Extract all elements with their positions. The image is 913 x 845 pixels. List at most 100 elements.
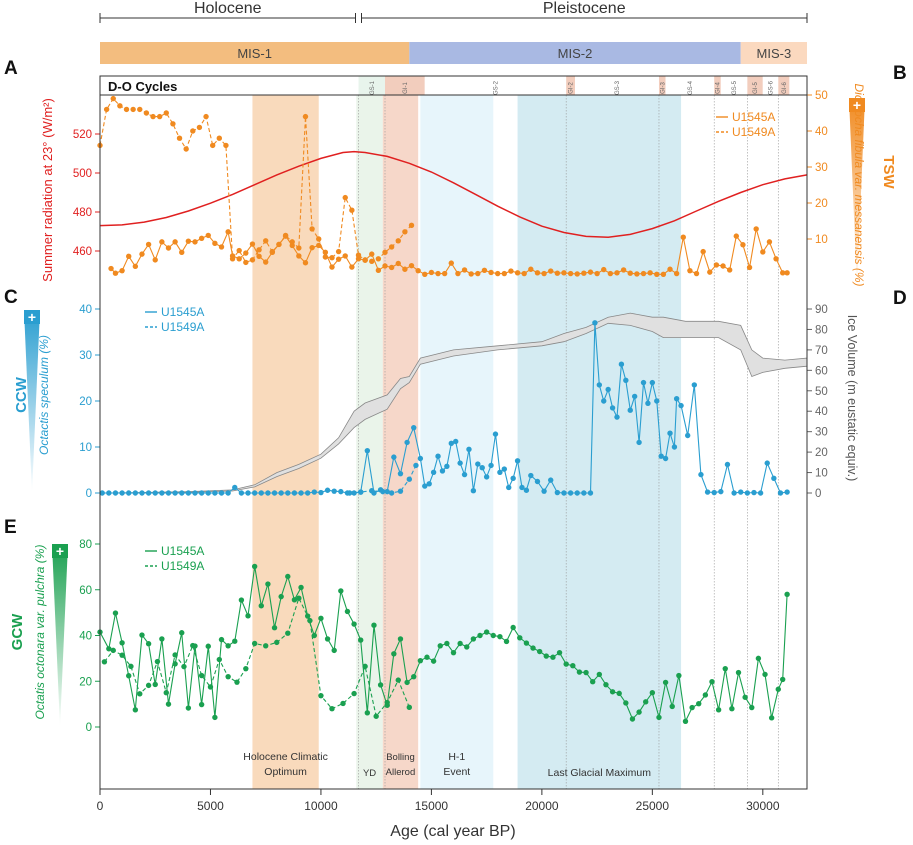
- tsw-point-u1545a: [329, 264, 335, 270]
- ccw-point-u1545a: [338, 488, 344, 495]
- gcw-point-u1545a: [682, 718, 689, 724]
- gcw-point-u1545a: [145, 641, 152, 647]
- ccw-point-u1545a: [251, 490, 258, 496]
- tsw-point-u1545a: [713, 262, 720, 268]
- tsw-point-u1545a: [634, 271, 640, 277]
- band-yd: [356, 95, 383, 789]
- gcw-point-u1545a: [212, 714, 218, 721]
- tsw-point-u1549a: [369, 258, 375, 265]
- gcw-tick-label: 20: [79, 676, 92, 688]
- gcw-point-u1549a: [362, 663, 368, 670]
- event-label-yd: YD: [363, 768, 376, 779]
- gcw-point-u1545a: [649, 689, 656, 696]
- tsw-point-u1545a: [448, 260, 454, 266]
- x-axis: Age (cal year BP) 0 5000 10000 15000 20000 25…: [97, 94, 808, 840]
- tsw-point-u1549a: [190, 128, 196, 134]
- gcw-point-u1549a: [307, 617, 313, 624]
- panel-letter-d: D: [893, 288, 907, 309]
- ccw-point-u1545a: [112, 490, 119, 496]
- do-label-gi-2: GI-2: [569, 82, 575, 94]
- tsw-point-u1545a: [640, 270, 647, 277]
- gcw-point-u1545a: [503, 638, 510, 645]
- gcw-point-u1545a: [589, 679, 596, 685]
- tsw-point-u1545a: [561, 270, 567, 276]
- tsw-point-u1545a: [212, 240, 218, 247]
- gcw-point-u1545a: [556, 649, 563, 656]
- ccw-point-u1545a: [691, 382, 698, 388]
- gcw-point-u1545a: [364, 710, 371, 716]
- ccw-point-u1545a: [179, 490, 185, 496]
- radiation-curve: [99, 150, 808, 239]
- gcw-point-u1545a: [768, 715, 775, 721]
- gcw-tick-label: 80: [79, 539, 92, 551]
- gcw-point-u1545a: [616, 690, 622, 697]
- gcw-point-u1545a: [285, 573, 291, 580]
- tsw-point-u1545a: [673, 270, 680, 277]
- ccw-point-u1545a: [324, 487, 331, 493]
- epoch-label-holocene: Holocene: [194, 0, 262, 17]
- gcw-point-u1549a: [163, 689, 169, 696]
- tsw-point-u1545a: [687, 267, 693, 274]
- panel-tsw: 460 480 500 520 Summer radiation at 23° (W/m…: [40, 84, 897, 288]
- ccw-point-u1545a: [548, 477, 554, 483]
- ccw-point-u1545a: [751, 489, 757, 496]
- ccw-tick-label: 20: [79, 396, 92, 408]
- gcw-point-u1545a: [391, 651, 397, 657]
- gcw-point-u1545a: [185, 705, 192, 711]
- tsw-water-label: TSW: [880, 155, 897, 189]
- ccw-legend-label: U1545A: [161, 305, 204, 319]
- ccw-point-u1545a: [567, 490, 574, 496]
- radiation-tick-label: 480: [73, 207, 92, 219]
- event-label-h-1-event: H-1: [448, 751, 465, 763]
- ccw-point-u1545a: [139, 490, 145, 496]
- tsw-point-u1549a: [316, 236, 322, 242]
- ccw-point-u1545a: [784, 489, 790, 495]
- ccw-point-u1545a: [466, 446, 472, 452]
- gcw-point-u1545a: [251, 563, 258, 570]
- tsw-legend-label: U1545A: [732, 110, 775, 124]
- ccw-tick-label: 40: [79, 304, 92, 316]
- tsw-point-u1549a: [309, 226, 315, 232]
- gcw-point-u1545a: [596, 671, 603, 678]
- gcw-point-u1549a: [340, 700, 346, 707]
- tsw-point-u1549a: [150, 113, 156, 120]
- gcw-point-u1545a: [245, 613, 251, 619]
- ccw-axis-label: Octactis speculum (%): [37, 335, 51, 455]
- tsw-point-u1545a: [198, 235, 205, 241]
- ccw-point-u1545a: [285, 490, 291, 496]
- gcw-point-u1549a: [318, 692, 324, 699]
- do-label-gi-6: GI-6: [782, 82, 788, 94]
- tsw-point-u1545a: [441, 270, 448, 277]
- ccw-water-label: CCW: [13, 376, 30, 413]
- ccw-point-u1545a: [654, 398, 660, 404]
- ccw-point-u1545a: [430, 469, 437, 475]
- tsw-point-u1545a: [521, 270, 527, 277]
- do-label-gs-1: GS-1: [370, 80, 376, 95]
- ccw-point-u1545a: [470, 488, 477, 494]
- gcw-point-u1549a: [384, 699, 390, 706]
- gcw-point-u1545a: [662, 679, 669, 686]
- tsw-point-u1545a: [428, 269, 435, 276]
- ccw-point-u1545a: [411, 424, 417, 431]
- tsw-point-u1545a: [461, 267, 468, 273]
- tsw-point-u1549a: [196, 124, 203, 131]
- gcw-point-u1549a: [154, 658, 161, 665]
- gcw-point-u1545a: [278, 593, 284, 600]
- ccw-point-u1545a: [667, 430, 673, 436]
- gcw-point-u1545a: [689, 704, 695, 711]
- tsw-point-u1545a: [548, 268, 554, 274]
- gcw-point-u1545a: [709, 679, 715, 685]
- ice-tick-label: 80: [815, 324, 828, 336]
- ccw-point-u1545a: [126, 490, 132, 496]
- gcw-point-u1545a: [510, 624, 516, 631]
- do-label-gi-4: GI-4: [716, 82, 722, 94]
- tsw-point-u1549a: [349, 207, 355, 213]
- ccw-point-u1545a: [658, 453, 664, 459]
- gcw-point-u1549a: [243, 665, 249, 672]
- panel-letter-e: E: [4, 517, 17, 538]
- gcw-point-u1545a: [218, 636, 225, 643]
- tsw-point-u1545a: [455, 270, 461, 277]
- tsw-point-u1549a: [110, 95, 116, 102]
- ccw-point-u1545a: [501, 466, 508, 472]
- ccw-point-u1545a: [391, 454, 397, 460]
